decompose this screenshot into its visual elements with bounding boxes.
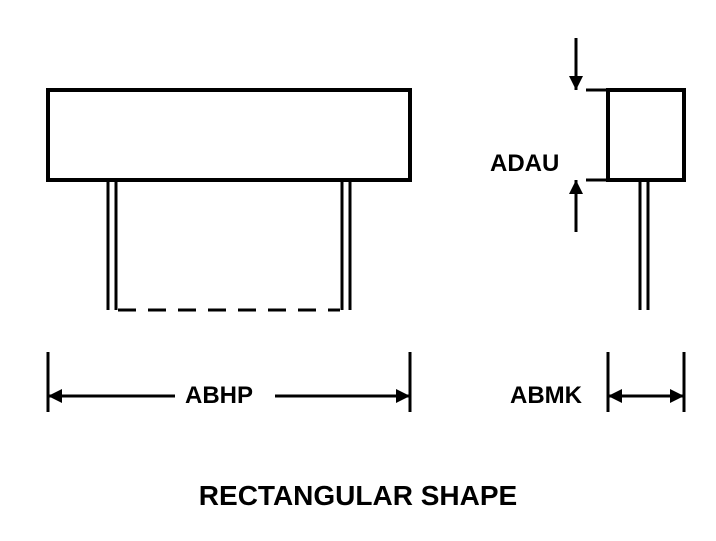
label-abhp: ABHP [185, 382, 253, 410]
diagram-title: RECTANGULAR SHAPE [0, 480, 716, 512]
label-adau: ADAU [490, 150, 559, 178]
label-abmk: ABMK [510, 382, 582, 410]
diagram-svg [0, 0, 716, 541]
diagram-canvas: RECTANGULAR SHAPE ABHP ABMK ADAU [0, 0, 716, 541]
